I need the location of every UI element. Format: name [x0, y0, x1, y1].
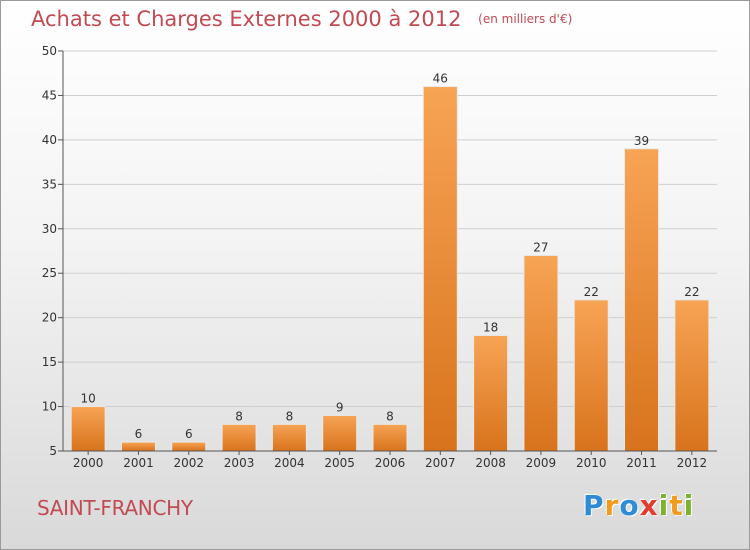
x-tick-label: 2004 [274, 456, 305, 470]
y-tick-label: 5 [49, 444, 57, 458]
x-tick-label: 2005 [324, 456, 355, 470]
data-label: 8 [386, 409, 394, 423]
logo-letter: i [683, 489, 695, 522]
bar [221, 423, 257, 452]
y-tick-label: 10 [42, 400, 57, 414]
x-tick-label: 2012 [677, 456, 708, 470]
y-tick-label: 40 [42, 133, 57, 147]
chart-title-text: Achats et Charges Externes 2000 à 2012 [31, 7, 462, 31]
x-tick-label: 2010 [576, 456, 607, 470]
logo-letter: o [619, 489, 640, 522]
labels: 5 10 15 20 25 30 35 40 45 50 10 2000 6 2001 6 2002 8 2003… [42, 44, 707, 470]
x-tick-label: 2000 [73, 456, 104, 470]
y-tick-label: 35 [42, 177, 57, 191]
y-tick-label: 20 [42, 311, 57, 325]
bar [372, 423, 408, 452]
bar [322, 414, 358, 452]
logo-letter: x [639, 489, 659, 522]
bar [271, 423, 307, 452]
x-tick-label: 2007 [425, 456, 456, 470]
proxiti-logo: Proxiti [583, 489, 694, 522]
bar [473, 334, 509, 452]
logo-letter: i [658, 489, 670, 522]
y-tick-label: 50 [42, 44, 57, 58]
x-tick-label: 2009 [526, 456, 557, 470]
x-tick-label: 2001 [123, 456, 154, 470]
data-label: 39 [634, 134, 649, 148]
data-label: 10 [81, 392, 96, 406]
data-label: 22 [684, 285, 699, 299]
bar [70, 406, 106, 452]
bars [70, 86, 710, 452]
x-tick-label: 2003 [224, 456, 255, 470]
bar [523, 254, 559, 452]
x-tick-label: 2011 [626, 456, 657, 470]
bar [573, 299, 609, 452]
data-label: 9 [336, 400, 344, 414]
y-tick-label: 25 [42, 266, 57, 280]
grid-lines [63, 50, 717, 408]
data-label: 18 [483, 320, 498, 334]
y-tick-label: 30 [42, 222, 57, 236]
y-tick-label: 45 [42, 88, 57, 102]
bar [422, 86, 458, 452]
bar [120, 441, 156, 452]
data-label: 27 [533, 240, 548, 254]
bar [624, 148, 660, 452]
place-name: SAINT-FRANCHY [37, 496, 193, 520]
logo-letter: P [583, 489, 605, 522]
logo-letter: r [604, 489, 620, 522]
data-label: 8 [286, 409, 294, 423]
bar [171, 441, 207, 452]
data-label: 6 [135, 427, 143, 441]
chart-title: Achats et Charges Externes 2000 à 2012 (… [31, 7, 572, 31]
axes [58, 50, 717, 455]
x-tick-label: 2008 [475, 456, 506, 470]
data-label: 22 [584, 285, 599, 299]
chart-unit: (en milliers d'€) [478, 12, 573, 26]
x-tick-label: 2002 [173, 456, 204, 470]
bar [674, 299, 710, 452]
x-tick-label: 2006 [375, 456, 406, 470]
data-label: 46 [433, 72, 448, 86]
logo-letter: t [669, 489, 684, 522]
y-tick-label: 15 [42, 355, 57, 369]
data-label: 8 [235, 409, 243, 423]
data-label: 6 [185, 427, 193, 441]
